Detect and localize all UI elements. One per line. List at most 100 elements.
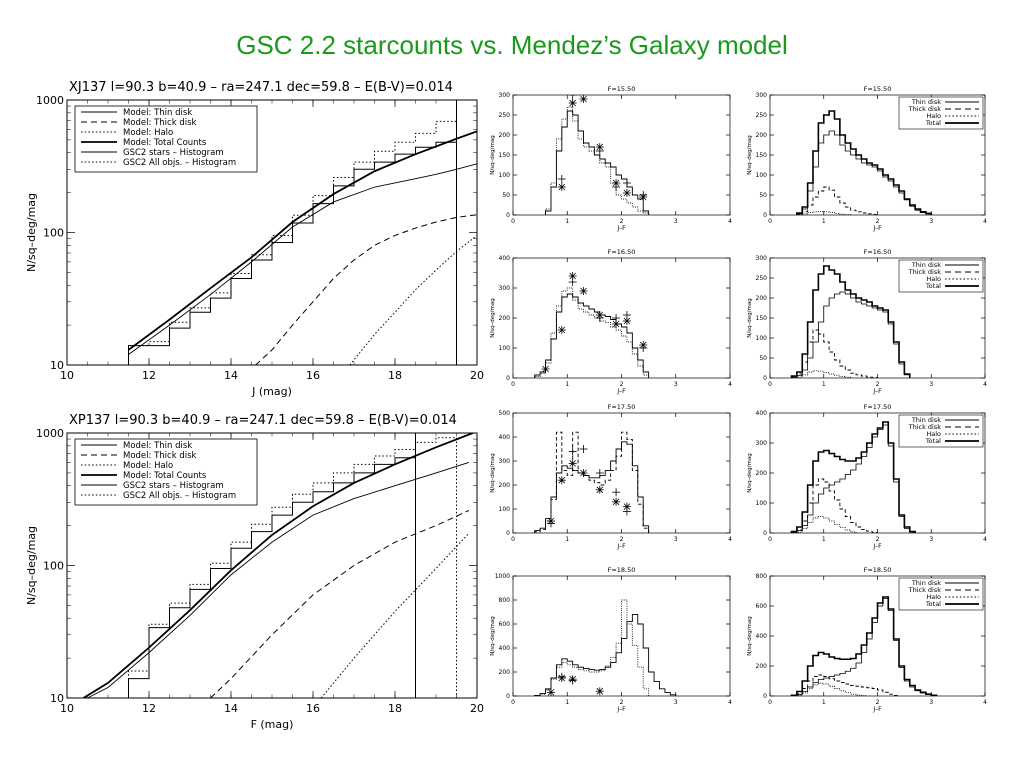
x-tick-label: 3	[674, 699, 678, 706]
x-tick-label: 2	[620, 536, 624, 543]
legend-entry: Total	[925, 282, 941, 290]
y-tick-label: 250	[756, 275, 768, 282]
chart-mid-f1550: F=15.50 0 1 2 3 4 0 50 100 150 200 250 300 J–F N/sq–de…	[490, 85, 732, 232]
x-tick-label: 1	[822, 381, 826, 388]
y-tick-label: 50	[759, 192, 767, 199]
plot-area	[790, 265, 911, 378]
x-tick-label: 4	[983, 536, 987, 543]
x-axis-label: J–F	[616, 225, 626, 232]
histogram-model	[534, 441, 650, 533]
series-model-halo	[349, 235, 477, 365]
x-tick-label: 3	[929, 699, 933, 706]
marker-plus	[639, 191, 648, 199]
legend-entry: Thin disk	[911, 98, 941, 106]
y-tick-label: 250	[499, 112, 511, 119]
x-tick-label: 2	[876, 381, 880, 388]
marker-stroke	[596, 486, 604, 494]
chart-title: F=17.50	[864, 403, 892, 411]
y-tick-label: 50	[759, 355, 767, 362]
chart-mid-f1850: F=18.50 0 1 2 3 4 0 200 400 600 800 1000 J–F N/sq–deg…	[490, 566, 732, 713]
y-tick-label: 0	[506, 375, 510, 382]
series-model-thin-disk	[87, 461, 469, 698]
marker-plus	[639, 344, 648, 352]
y-axis-label: N/sq–deg/mag	[747, 298, 753, 338]
x-tick-label: 0	[768, 699, 772, 706]
legend-entry: Total	[925, 437, 941, 445]
x-tick-label: 0	[511, 381, 515, 388]
y-axis-label: N/sq–deg/mag	[25, 526, 38, 605]
histogram-thin-disk	[791, 424, 916, 533]
x-tick-label: 2	[620, 218, 624, 225]
x-tick-label: 16	[306, 369, 320, 382]
y-tick-label: 150	[756, 315, 768, 322]
legend-entry: Halo	[926, 275, 941, 283]
marker-stroke	[612, 498, 620, 506]
marker-stroke	[596, 687, 604, 695]
marker-star	[622, 189, 631, 197]
marker-plus	[622, 311, 631, 319]
x-tick-label: 3	[929, 536, 933, 543]
marker-stroke	[612, 320, 620, 328]
y-tick-label: 100	[756, 172, 768, 179]
marker-plus	[622, 179, 631, 187]
chart-right-f1750: F=17.50 0 1 2 3 4 0 100 200 300 400 J–F N/sq–deg/mag…	[747, 403, 987, 550]
x-axis-label: J–F	[616, 388, 626, 395]
x-tick-label: 0	[511, 218, 515, 225]
marker-stroke	[623, 317, 631, 325]
y-tick-label: 200	[499, 132, 511, 139]
plot-area	[534, 599, 677, 696]
y-tick-label: 150	[756, 152, 768, 159]
histogram-halo	[796, 210, 852, 215]
histogram-gsc2-stars-histogram	[128, 141, 457, 365]
y-tick-label: 0	[506, 693, 510, 700]
x-tick-label: 0	[511, 536, 515, 543]
legend-box	[74, 105, 258, 173]
y-tick-label: 150	[499, 152, 511, 159]
chart-right-f1550: F=15.50 0 1 2 3 4 0 50 100 150 200 250 300 J–F N/sq–de…	[747, 85, 987, 232]
marker-plus	[595, 314, 604, 322]
legend-entry: Model: Thin disk	[123, 108, 192, 118]
y-tick-label: 400	[499, 645, 511, 652]
y-tick-label: 100	[756, 335, 768, 342]
legend-entry: Thick disk	[908, 423, 942, 431]
y-tick-label: 1000	[36, 427, 64, 440]
x-tick-label: 1	[822, 536, 826, 543]
y-tick-label: 400	[756, 633, 768, 640]
y-tick-label: 0	[506, 212, 510, 219]
marker-star	[579, 469, 588, 477]
x-axis-label: J–F	[872, 706, 882, 713]
y-tick-label: 800	[756, 573, 768, 580]
y-tick-label: 100	[756, 500, 768, 507]
y-tick-label: 100	[499, 506, 511, 513]
x-tick-label: 4	[983, 218, 987, 225]
histogram-data	[545, 106, 650, 215]
x-tick-label: 2	[876, 699, 880, 706]
x-tick-label: 1	[822, 699, 826, 706]
chart-left-bottom: XP137 l=90.3 b=40.9 – ra=247.1 dec=59.8 …	[25, 413, 484, 731]
histogram-halo	[796, 516, 857, 533]
y-tick-label: 1000	[495, 573, 510, 580]
y-tick-label: 0	[763, 212, 767, 219]
y-tick-label: 200	[499, 669, 511, 676]
legend-box	[74, 438, 258, 506]
x-tick-label: 4	[983, 699, 987, 706]
x-tick-label: 20	[470, 702, 484, 715]
marker-star	[595, 687, 604, 696]
x-tick-label: 0	[768, 536, 772, 543]
legend-entry: Model: Thin disk	[123, 441, 192, 451]
legend-entry: Thin disk	[911, 416, 941, 424]
chart-left-top: XJ137 l=90.3 b=40.9 – ra=247.1 dec=59.8 …	[25, 80, 484, 398]
marker-stroke	[569, 99, 576, 107]
marker-plus	[612, 314, 621, 322]
histogram-thick-disk	[791, 478, 878, 533]
histogram-thick-disk	[791, 674, 900, 696]
y-tick-label: 0	[763, 375, 767, 382]
legend-entry: Model: Halo	[123, 128, 173, 138]
x-tick-label: 3	[674, 218, 678, 225]
y-tick-label: 600	[499, 621, 511, 628]
y-tick-label: 200	[756, 295, 768, 302]
legend-entry: Total	[925, 600, 941, 608]
x-tick-label: 0	[511, 699, 515, 706]
chart-title: F=15.50	[864, 85, 892, 93]
x-axis-label: J–F	[872, 388, 882, 395]
